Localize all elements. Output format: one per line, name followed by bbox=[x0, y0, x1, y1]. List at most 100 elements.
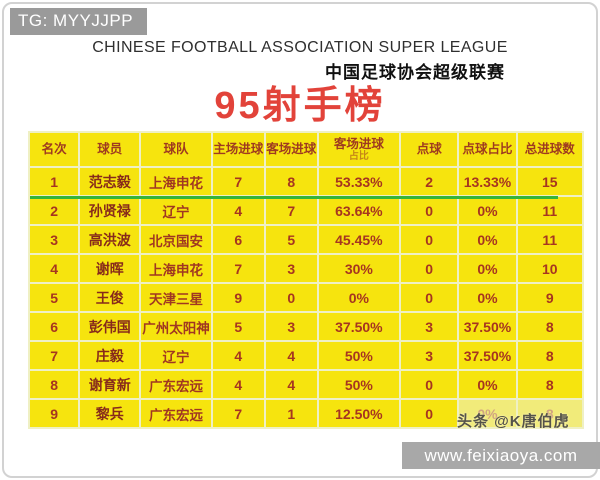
table-cell: 9 bbox=[212, 284, 264, 311]
table-cell: 8 bbox=[517, 313, 582, 340]
table-cell: 0% bbox=[459, 197, 516, 224]
table-cell: 4 bbox=[212, 197, 264, 224]
scorer-table: 名次 球员 球队 主场进球 客场进球 客场进球 占比 点球 点球占比 总进球数 … bbox=[28, 131, 584, 429]
table-row: 5 王俊 天津三星 9 0 0% 0 0% 9 bbox=[30, 284, 582, 311]
table-cell: 天津三星 bbox=[141, 284, 211, 311]
table-cell: 0 bbox=[401, 255, 458, 282]
table-cell: 53.33% bbox=[318, 168, 400, 195]
green-divider-line bbox=[30, 196, 558, 199]
table-cell: 3 bbox=[401, 342, 458, 369]
table-cell: 7 bbox=[265, 197, 317, 224]
col-header-away-goal-ratio-sub: 占比 bbox=[348, 150, 369, 162]
table-cell: 12.50% bbox=[318, 400, 400, 427]
table-cell: 50% bbox=[318, 371, 400, 398]
table-cell: 7 bbox=[212, 255, 264, 282]
col-header-away-goals: 客场进球 bbox=[265, 133, 317, 166]
table-cell: 0 bbox=[401, 197, 458, 224]
table-cell: 45.45% bbox=[318, 226, 400, 253]
table-cell: 1 bbox=[265, 400, 317, 427]
table-cell: 上海申花 bbox=[141, 255, 211, 282]
table-cell: 6 bbox=[30, 313, 79, 340]
table-row: 8 谢育新 广东宏远 4 4 50% 0 0% 8 bbox=[30, 371, 582, 398]
table-cell: 王俊 bbox=[80, 284, 140, 311]
league-title-english: CHINESE FOOTBALL ASSOCIATION SUPER LEAGU… bbox=[92, 39, 508, 56]
table-cell: 8 bbox=[30, 371, 79, 398]
table-cell: 彭伟国 bbox=[80, 313, 140, 340]
table-cell: 3 bbox=[265, 313, 317, 340]
table-cell: 0% bbox=[459, 255, 516, 282]
table-row: 1 范志毅 上海申花 7 8 53.33% 2 13.33% 15 bbox=[30, 168, 582, 195]
table-row: 9 黎兵 广东宏远 7 1 12.50% 0 0% 8 bbox=[30, 400, 582, 427]
table-cell: 10 bbox=[517, 255, 582, 282]
table-cell: 7 bbox=[30, 342, 79, 369]
col-header-penalties: 点球 bbox=[401, 133, 458, 166]
table-cell: 4 bbox=[212, 342, 264, 369]
league-title-chinese: 中国足球协会超级联赛 bbox=[325, 63, 505, 82]
table-cell: 5 bbox=[265, 226, 317, 253]
col-header-away-goal-ratio: 客场进球 占比 bbox=[318, 133, 400, 166]
table-cell: 3 bbox=[30, 226, 79, 253]
table-cell: 4 bbox=[212, 371, 264, 398]
col-header-rank: 名次 bbox=[30, 133, 79, 166]
table-cell: 0 bbox=[401, 226, 458, 253]
table-cell: 孙贤禄 bbox=[80, 197, 140, 224]
table-cell: 0 bbox=[401, 400, 458, 427]
table-cell: 庄毅 bbox=[80, 342, 140, 369]
table-cell: 37.50% bbox=[459, 342, 516, 369]
table-row: 3 高洪波 北京国安 6 5 45.45% 0 0% 11 bbox=[30, 226, 582, 253]
table-cell: 6 bbox=[212, 226, 264, 253]
table-cell: 0 bbox=[265, 284, 317, 311]
table-cell: 0% bbox=[459, 226, 516, 253]
table-cell: 谢育新 bbox=[80, 371, 140, 398]
table-cell: 范志毅 bbox=[80, 168, 140, 195]
table-row: 7 庄毅 辽宁 4 4 50% 3 37.50% 8 bbox=[30, 342, 582, 369]
table-header: 名次 球员 球队 主场进球 客场进球 客场进球 占比 点球 点球占比 总进球数 bbox=[30, 133, 582, 166]
col-header-penalty-ratio: 点球占比 bbox=[459, 133, 516, 166]
table-cell: 2 bbox=[30, 197, 79, 224]
table-cell: 7 bbox=[212, 168, 264, 195]
table-cell: 上海申花 bbox=[141, 168, 211, 195]
tg-watermark: TG: MYYJJPP bbox=[10, 8, 148, 35]
table-cell: 13.33% bbox=[459, 168, 516, 195]
toutiao-watermark: 头条 @K唐伯虎 bbox=[457, 413, 570, 430]
table-cell: 50% bbox=[318, 342, 400, 369]
table-cell: 5 bbox=[212, 313, 264, 340]
col-header-player: 球员 bbox=[80, 133, 140, 166]
col-header-team: 球队 bbox=[141, 133, 211, 166]
scorer-table-body: 1 范志毅 上海申花 7 8 53.33% 2 13.33% 15 2 孙贤禄 辽宁 4 7 63.64% 0… bbox=[30, 168, 582, 427]
table-row: 4 谢晖 上海申花 7 3 30% 0 0% 10 bbox=[30, 255, 582, 282]
table-cell: 辽宁 bbox=[141, 342, 211, 369]
page-title: 95射手榜 bbox=[214, 85, 386, 127]
table-cell: 11 bbox=[517, 197, 582, 224]
table-cell: 4 bbox=[265, 342, 317, 369]
table-row: 2 孙贤禄 辽宁 4 7 63.64% 0 0% 11 bbox=[30, 197, 582, 224]
table-cell: 辽宁 bbox=[141, 197, 211, 224]
table-cell: 北京国安 bbox=[141, 226, 211, 253]
table-cell: 30% bbox=[318, 255, 400, 282]
table-cell: 4 bbox=[30, 255, 79, 282]
table-cell: 4 bbox=[265, 371, 317, 398]
table-cell: 黎兵 bbox=[80, 400, 140, 427]
col-header-home-goals: 主场进球 bbox=[212, 133, 264, 166]
site-watermark: www.feixiaoya.com bbox=[402, 442, 600, 469]
table-cell: 0% bbox=[318, 284, 400, 311]
table-cell: 0% bbox=[459, 284, 516, 311]
table-cell: 37.50% bbox=[459, 313, 516, 340]
table-cell: 15 bbox=[517, 168, 582, 195]
table-cell: 63.64% bbox=[318, 197, 400, 224]
table-cell: 8 bbox=[517, 371, 582, 398]
table-cell: 0% bbox=[459, 400, 516, 427]
table-cell: 广东宏远 bbox=[141, 400, 211, 427]
table-cell: 9 bbox=[517, 284, 582, 311]
table-cell: 8 bbox=[517, 400, 582, 427]
table-cell: 谢晖 bbox=[80, 255, 140, 282]
col-header-total-goals: 总进球数 bbox=[517, 133, 582, 166]
table-cell: 2 bbox=[401, 168, 458, 195]
table-cell: 8 bbox=[265, 168, 317, 195]
table-cell: 广州太阳神 bbox=[141, 313, 211, 340]
table-cell: 11 bbox=[517, 226, 582, 253]
table-cell: 广东宏远 bbox=[141, 371, 211, 398]
table-cell: 37.50% bbox=[318, 313, 400, 340]
table-cell: 0% bbox=[459, 371, 516, 398]
table-cell: 高洪波 bbox=[80, 226, 140, 253]
